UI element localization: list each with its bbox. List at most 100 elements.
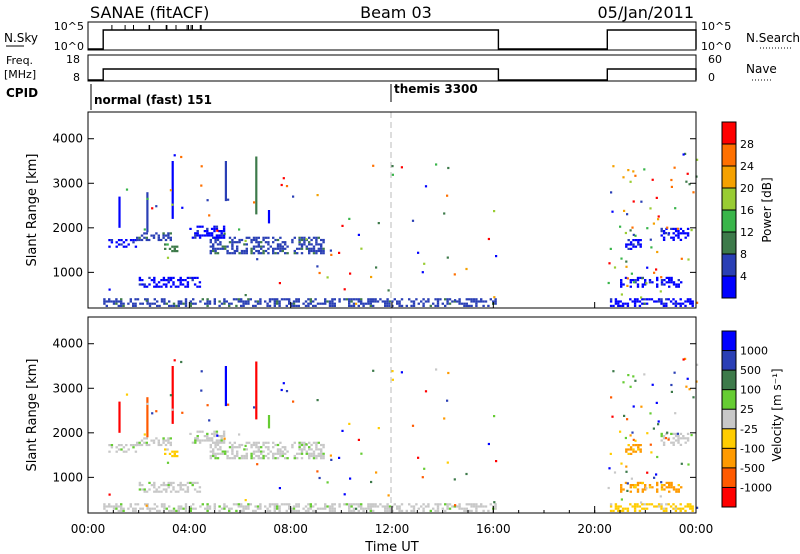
heatmap-cell (352, 509, 356, 512)
colorbar-swatch (722, 331, 736, 351)
colorbar-tick-label: 1000 (740, 345, 768, 358)
heatmap-cell (233, 441, 236, 444)
heatmap-cell (638, 505, 642, 508)
heatmap-cell (312, 452, 316, 455)
heatmap-cell (434, 509, 437, 512)
heatmap-cell (372, 503, 375, 506)
heatmap-cell (329, 454, 332, 457)
heatmap-cell (284, 457, 287, 460)
freq-trace (88, 68, 697, 81)
heatmap-cell (125, 444, 128, 447)
heatmap-cell (184, 298, 188, 301)
heatmap-cell (220, 441, 223, 444)
heatmap-cell (619, 300, 622, 303)
heatmap-cell (214, 454, 217, 458)
heatmap-cell (667, 233, 670, 236)
heatmap-cell (667, 232, 671, 235)
heatmap-cell (132, 446, 135, 449)
heatmap-cell (338, 251, 341, 254)
heatmap-cell (163, 300, 166, 303)
heatmap-cell (446, 505, 449, 508)
heatmap-streak (224, 161, 227, 202)
heatmap-cell (255, 443, 258, 447)
heatmap-cell (444, 503, 447, 506)
heatmap-cell (660, 227, 663, 230)
heatmap-cell (129, 298, 132, 301)
heatmap-cell (198, 234, 202, 237)
heatmap-cell (684, 509, 687, 512)
heatmap-cell (167, 481, 170, 484)
heatmap-cell (689, 302, 692, 305)
heatmap-cell (463, 507, 466, 510)
heatmap-cell (256, 507, 260, 510)
heatmap-cell (218, 439, 221, 442)
heatmap-cell (278, 487, 281, 490)
heatmap-cell (422, 509, 425, 512)
heatmap-cell (206, 234, 209, 237)
heatmap-cell (670, 185, 673, 188)
heatmap-cell (622, 176, 625, 179)
heatmap-cell (171, 408, 174, 411)
heatmap-cell (169, 441, 172, 444)
heatmap-cell (672, 227, 675, 230)
heatmap-cell (250, 454, 253, 458)
heatmap-cell (679, 509, 682, 512)
heatmap-cell (279, 452, 282, 455)
heatmap-cell (223, 298, 226, 301)
heatmap-cell (634, 245, 638, 248)
heatmap-cell (665, 507, 668, 510)
heatmap-cell (625, 265, 628, 268)
heatmap-cell (295, 304, 298, 307)
heatmap-cell (177, 509, 180, 512)
colorbar-tick-label: 25 (740, 403, 754, 416)
heatmap-cell (439, 298, 442, 301)
heatmap-cell (238, 433, 241, 436)
heatmap-cell (226, 245, 229, 248)
heatmap-cell (103, 507, 106, 510)
heatmap-cell (206, 302, 209, 305)
heatmap-cell (424, 185, 428, 188)
nsearch-label: N.Search (746, 31, 800, 45)
heatmap-cell (640, 501, 643, 504)
heatmap-cell (612, 509, 615, 512)
heatmap-cell (629, 180, 632, 183)
heatmap-cell (298, 446, 301, 449)
heatmap-cell (625, 465, 628, 468)
heatmap-cell (223, 300, 226, 303)
heatmap-cell (245, 457, 248, 460)
heatmap-cell (153, 279, 156, 282)
heatmap-cell (166, 243, 169, 246)
heatmap-cell (273, 509, 276, 512)
heatmap-cell (288, 507, 291, 510)
heatmap-cell (682, 153, 685, 156)
heatmap-cell (305, 452, 308, 455)
heatmap-cell (237, 300, 240, 303)
heatmap-cell (134, 298, 137, 301)
heatmap-cell (226, 457, 229, 460)
heatmap-cell (677, 488, 680, 491)
heatmap-cell (276, 247, 280, 250)
heatmap-cell (672, 281, 676, 284)
heatmap-cell (192, 298, 195, 301)
heatmap-cell (179, 486, 182, 489)
heatmap-cell (168, 247, 172, 250)
heatmap-cell (173, 452, 176, 455)
heatmap-cell (303, 241, 306, 244)
heatmap-cell (172, 509, 176, 512)
heatmap-cell (216, 247, 220, 250)
heatmap-cell (286, 245, 289, 248)
heatmap-cell (191, 484, 194, 487)
nsky-tick-bottom: 10^0 (54, 40, 84, 53)
heatmap-cell (224, 452, 227, 455)
heatmap-cell (249, 503, 252, 506)
heatmap-cell (393, 298, 396, 301)
heatmap-cell (493, 296, 496, 299)
heatmap-cell (300, 245, 304, 248)
heatmap-cell (169, 189, 172, 192)
freq-label-line2: [MHz] (4, 68, 36, 81)
heatmap-cell (372, 304, 375, 307)
heatmap-cell (660, 439, 663, 442)
heatmap-cell (611, 415, 614, 418)
heatmap-cell (226, 252, 229, 255)
